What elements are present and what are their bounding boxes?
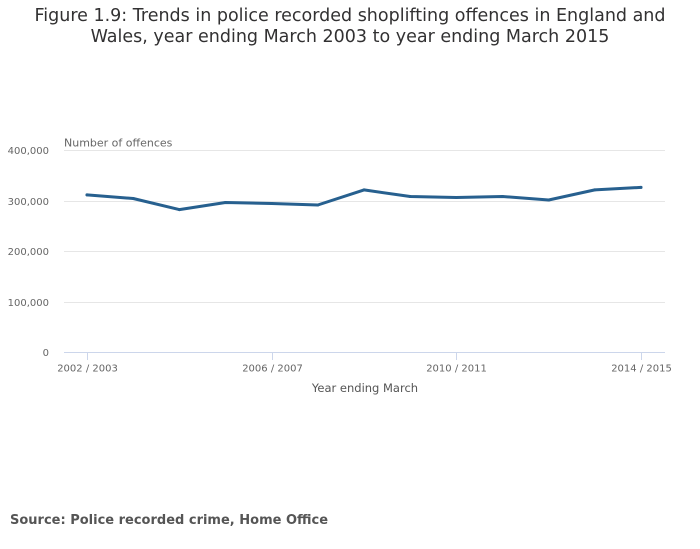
y-axis-label: Number of offences	[64, 137, 173, 150]
x-tick-label: 2006 / 2007	[242, 364, 303, 375]
y-tick-label: 400,000	[8, 146, 49, 157]
series-layer	[85, 185, 643, 212]
data-point[interactable]	[593, 188, 597, 192]
data-point[interactable]	[639, 185, 643, 189]
source-note: Source: Police recorded crime, Home Offi…	[10, 513, 329, 528]
x-tick-label: 2002 / 2003	[57, 364, 118, 375]
data-point[interactable]	[177, 208, 181, 212]
chart-title: Figure 1.9: Trends in police recorded sh…	[34, 6, 666, 47]
data-point[interactable]	[85, 193, 89, 197]
data-point[interactable]	[131, 197, 135, 200]
x-tick-label: 2014 / 2015	[611, 364, 672, 375]
gridlines	[64, 150, 665, 303]
x-axis-ticks: 2002 / 2003 2006 / 2007 2010 / 2011 2014 / …	[57, 352, 672, 375]
y-tick-label: 200,000	[8, 247, 49, 258]
data-point[interactable]	[270, 202, 274, 205]
y-tick-label: 0	[43, 348, 49, 359]
y-tick-label: 100,000	[8, 298, 49, 309]
data-point[interactable]	[224, 201, 227, 204]
y-tick-label: 300,000	[8, 197, 49, 208]
data-point[interactable]	[316, 203, 320, 207]
x-axis-label: Year ending March	[311, 381, 418, 395]
data-point[interactable]	[362, 188, 366, 192]
y-axis-ticks: 0 100,000 200,000 300,000 400,000	[8, 146, 49, 359]
data-point[interactable]	[454, 196, 458, 199]
x-tick-label: 2010 / 2011	[426, 364, 487, 375]
data-point[interactable]	[408, 195, 412, 198]
data-point[interactable]	[501, 195, 504, 198]
data-point[interactable]	[547, 198, 551, 202]
